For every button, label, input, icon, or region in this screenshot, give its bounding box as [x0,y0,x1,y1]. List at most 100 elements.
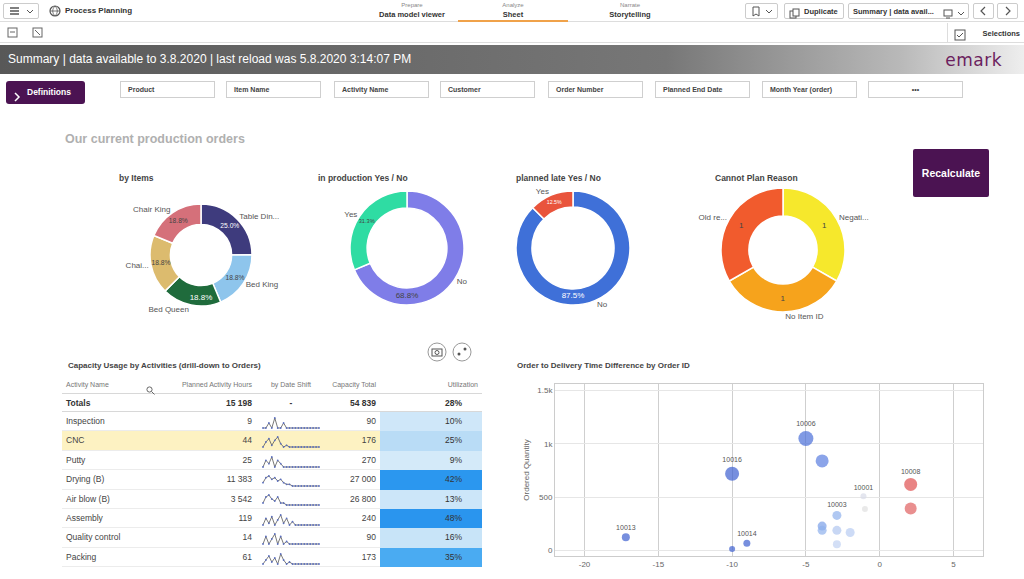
html-text:61: 61 [242,551,252,562]
html-text:25%: 25% [445,435,462,446]
html-text:planned late Yes / No: planned late Yes / No [516,173,601,183]
svg-text:31.3%: 31.3% [359,218,375,224]
html-text:Process Planning: Process Planning [65,6,133,15]
svg-text:500: 500 [539,493,553,502]
svg-text:18.8%: 18.8% [226,274,245,281]
html-text:Our current production orders: Our current production orders [65,132,245,146]
html-text:in production Yes / No: in production Yes / No [318,173,408,183]
svg-text:Negati...: Negati... [839,213,869,222]
html-text:Capacity Usage by Activities (: Capacity Usage by Activities (drill-down… [68,361,261,370]
svg-text:-10: -10 [726,560,738,569]
svg-text:No Item ID: No Item ID [785,312,823,321]
html-text:Recalculate: Recalculate [921,167,981,179]
html-text:25: 25 [242,454,252,465]
html-text:119: 119 [238,513,252,523]
svg-text:18.8%: 18.8% [169,217,188,224]
svg-text:No: No [597,300,608,309]
svg-text:Yes: Yes [536,187,549,196]
html-text:90: 90 [366,416,376,426]
html-text:42%: 42% [445,474,462,485]
html-text:44: 44 [242,435,252,446]
svg-text:Ordered Quantity: Ordered Quantity [522,439,531,500]
html-text:Totals: Totals [66,398,91,408]
svg-text:Yes: Yes [344,210,357,219]
html-text:Packing: Packing [66,551,97,562]
svg-text:1.5k: 1.5k [537,386,553,395]
html-text:16%: 16% [445,532,462,543]
html-text:14: 14 [242,532,252,543]
html-text:CNC: CNC [66,435,85,446]
html-text:Quality control: Quality control [66,532,121,543]
svg-text:No: No [457,277,468,286]
html-text:Putty: Putty [66,454,86,465]
html-text:Drying (B): Drying (B) [66,474,105,485]
html-text:emark: emark [945,50,1002,70]
svg-text:10013: 10013 [616,524,636,531]
html-text:270: 270 [361,454,376,465]
html-text:28%: 28% [445,398,462,408]
html-text:Duplicate: Duplicate [804,7,838,16]
svg-text:Chai...: Chai... [126,261,149,270]
svg-text:68.8%: 68.8% [396,291,419,300]
html-text:by Items: by Items [119,173,154,183]
html-text:13%: 13% [445,493,462,504]
svg-text:12.5%: 12.5% [547,199,562,205]
html-text:11 383: 11 383 [226,474,252,485]
svg-text:1: 1 [822,221,827,230]
html-text:Customer: Customer [448,86,481,93]
html-text:10%: 10% [445,416,462,426]
html-text:26 800: 26 800 [350,493,376,504]
html-text:Definitions: Definitions [27,87,71,97]
html-text:Data model viewer: Data model viewer [379,10,445,19]
svg-text:18.8%: 18.8% [152,259,171,266]
html-text:Order Number: Order Number [556,86,604,93]
html-text:Selections: Selections [982,29,1020,38]
html-text:15 198: 15 198 [226,398,252,408]
html-text:27 000: 27 000 [350,474,376,485]
html-text:Storytelling: Storytelling [609,10,651,19]
html-text:Assembly: Assembly [66,513,103,523]
html-text:Summary | data avail...: Summary | data avail... [853,7,934,16]
svg-text:10006: 10006 [796,420,816,427]
svg-text:Chair King: Chair King [133,205,170,214]
svg-text:0: 0 [548,546,553,555]
svg-text:-15: -15 [653,560,665,569]
svg-text:0: 0 [877,560,882,569]
html-text:176: 176 [361,435,376,446]
svg-text:Bed King: Bed King [246,280,278,289]
svg-text:10008: 10008 [901,468,921,475]
svg-text:18.8%: 18.8% [190,293,213,302]
html-text:9%: 9% [449,454,462,465]
svg-text:1: 1 [781,294,786,303]
svg-text:1k: 1k [544,440,553,449]
html-text:90: 90 [366,532,376,543]
html-text:3 542: 3 542 [230,493,252,504]
svg-text:-5: -5 [802,560,810,569]
html-text:Item Name: Item Name [234,86,270,93]
svg-text:1: 1 [739,221,744,230]
html-text:173: 173 [361,551,376,562]
html-text:54 839: 54 839 [350,398,376,408]
html-text:Inspection: Inspection [66,416,105,426]
svg-text:25.0%: 25.0% [220,222,239,229]
svg-text:Table Din...: Table Din... [239,212,279,221]
svg-text:10016: 10016 [722,456,742,463]
html-text:Activity Name: Activity Name [342,86,389,93]
svg-text:10014: 10014 [737,530,757,537]
html-text:48%: 48% [445,513,462,523]
svg-text:Bed Queen: Bed Queen [148,305,188,314]
svg-text:5: 5 [951,560,956,569]
svg-text:87.5%: 87.5% [562,291,585,300]
html-text:Cannot Plan Reason: Cannot Plan Reason [715,173,798,183]
svg-text:10003: 10003 [827,501,847,508]
svg-text:Old re...: Old re... [699,213,727,222]
html-text:Product: Product [128,86,155,93]
html-text:Sheet: Sheet [502,10,524,19]
html-text:Air blow (B): Air blow (B) [66,493,110,504]
svg-text:-20: -20 [579,560,591,569]
html-text:Summary | data available to 3.: Summary | data available to 3.8.2020 | l… [8,52,412,66]
svg-text:10001: 10001 [854,484,874,491]
html-text:35%: 35% [445,551,462,562]
html-text:240: 240 [361,513,376,523]
html-text:Order to Delivery Time Differe: Order to Delivery Time Difference by Ord… [517,361,690,370]
